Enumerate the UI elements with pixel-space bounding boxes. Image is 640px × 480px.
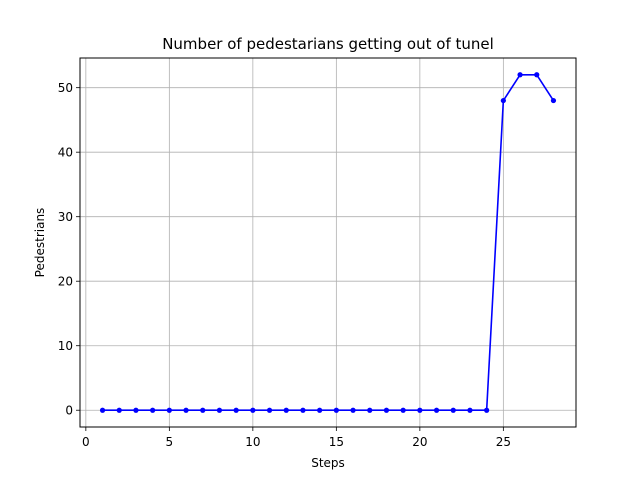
data-point <box>200 407 206 413</box>
data-point <box>450 407 456 413</box>
x-tick-label: 15 <box>329 435 344 449</box>
data-point <box>250 407 256 413</box>
series-layer <box>99 72 557 413</box>
data-point <box>550 97 557 104</box>
y-axis-label: Pedestrians <box>33 208 47 278</box>
y-tick-label: 30 <box>58 210 73 224</box>
axis-ticks: 0 5 10 15 20 25 0 10 20 30 40 50 <box>58 81 511 449</box>
x-tick-label: 5 <box>166 435 174 449</box>
grid-lines <box>80 58 576 427</box>
x-tick-label: 25 <box>496 435 511 449</box>
plot-frame <box>79 57 577 428</box>
y-tick-label: 10 <box>58 339 73 353</box>
data-point <box>116 407 122 413</box>
data-point <box>417 407 423 413</box>
data-point <box>233 407 239 413</box>
data-point <box>216 407 223 413</box>
y-tick-label: 0 <box>65 404 73 418</box>
data-point <box>133 407 139 413</box>
data-point <box>383 407 390 413</box>
data-point <box>467 407 473 413</box>
data-point <box>433 407 440 413</box>
data-point <box>166 407 172 413</box>
data-point <box>333 407 339 413</box>
data-point <box>500 97 506 104</box>
data-point <box>350 407 356 413</box>
data-point <box>317 407 323 413</box>
x-tick-label: 0 <box>82 435 90 449</box>
data-point <box>283 407 289 413</box>
data-point <box>517 72 523 78</box>
y-tick-label: 40 <box>58 146 73 160</box>
series-line <box>102 73 555 412</box>
chart-title: Number of pedestarians getting out of tu… <box>162 35 494 53</box>
data-point <box>534 72 540 78</box>
data-point <box>150 407 156 413</box>
data-point <box>484 407 490 413</box>
x-tick-label: 10 <box>245 435 260 449</box>
data-point <box>183 407 189 413</box>
data-point <box>300 407 306 413</box>
data-point <box>400 407 406 413</box>
data-point <box>367 407 373 413</box>
x-tick-label: 20 <box>412 435 427 449</box>
data-point <box>99 407 106 413</box>
y-tick-label: 50 <box>58 81 73 95</box>
data-point <box>266 407 273 413</box>
y-tick-label: 20 <box>58 275 73 289</box>
x-axis-label: Steps <box>311 456 345 470</box>
